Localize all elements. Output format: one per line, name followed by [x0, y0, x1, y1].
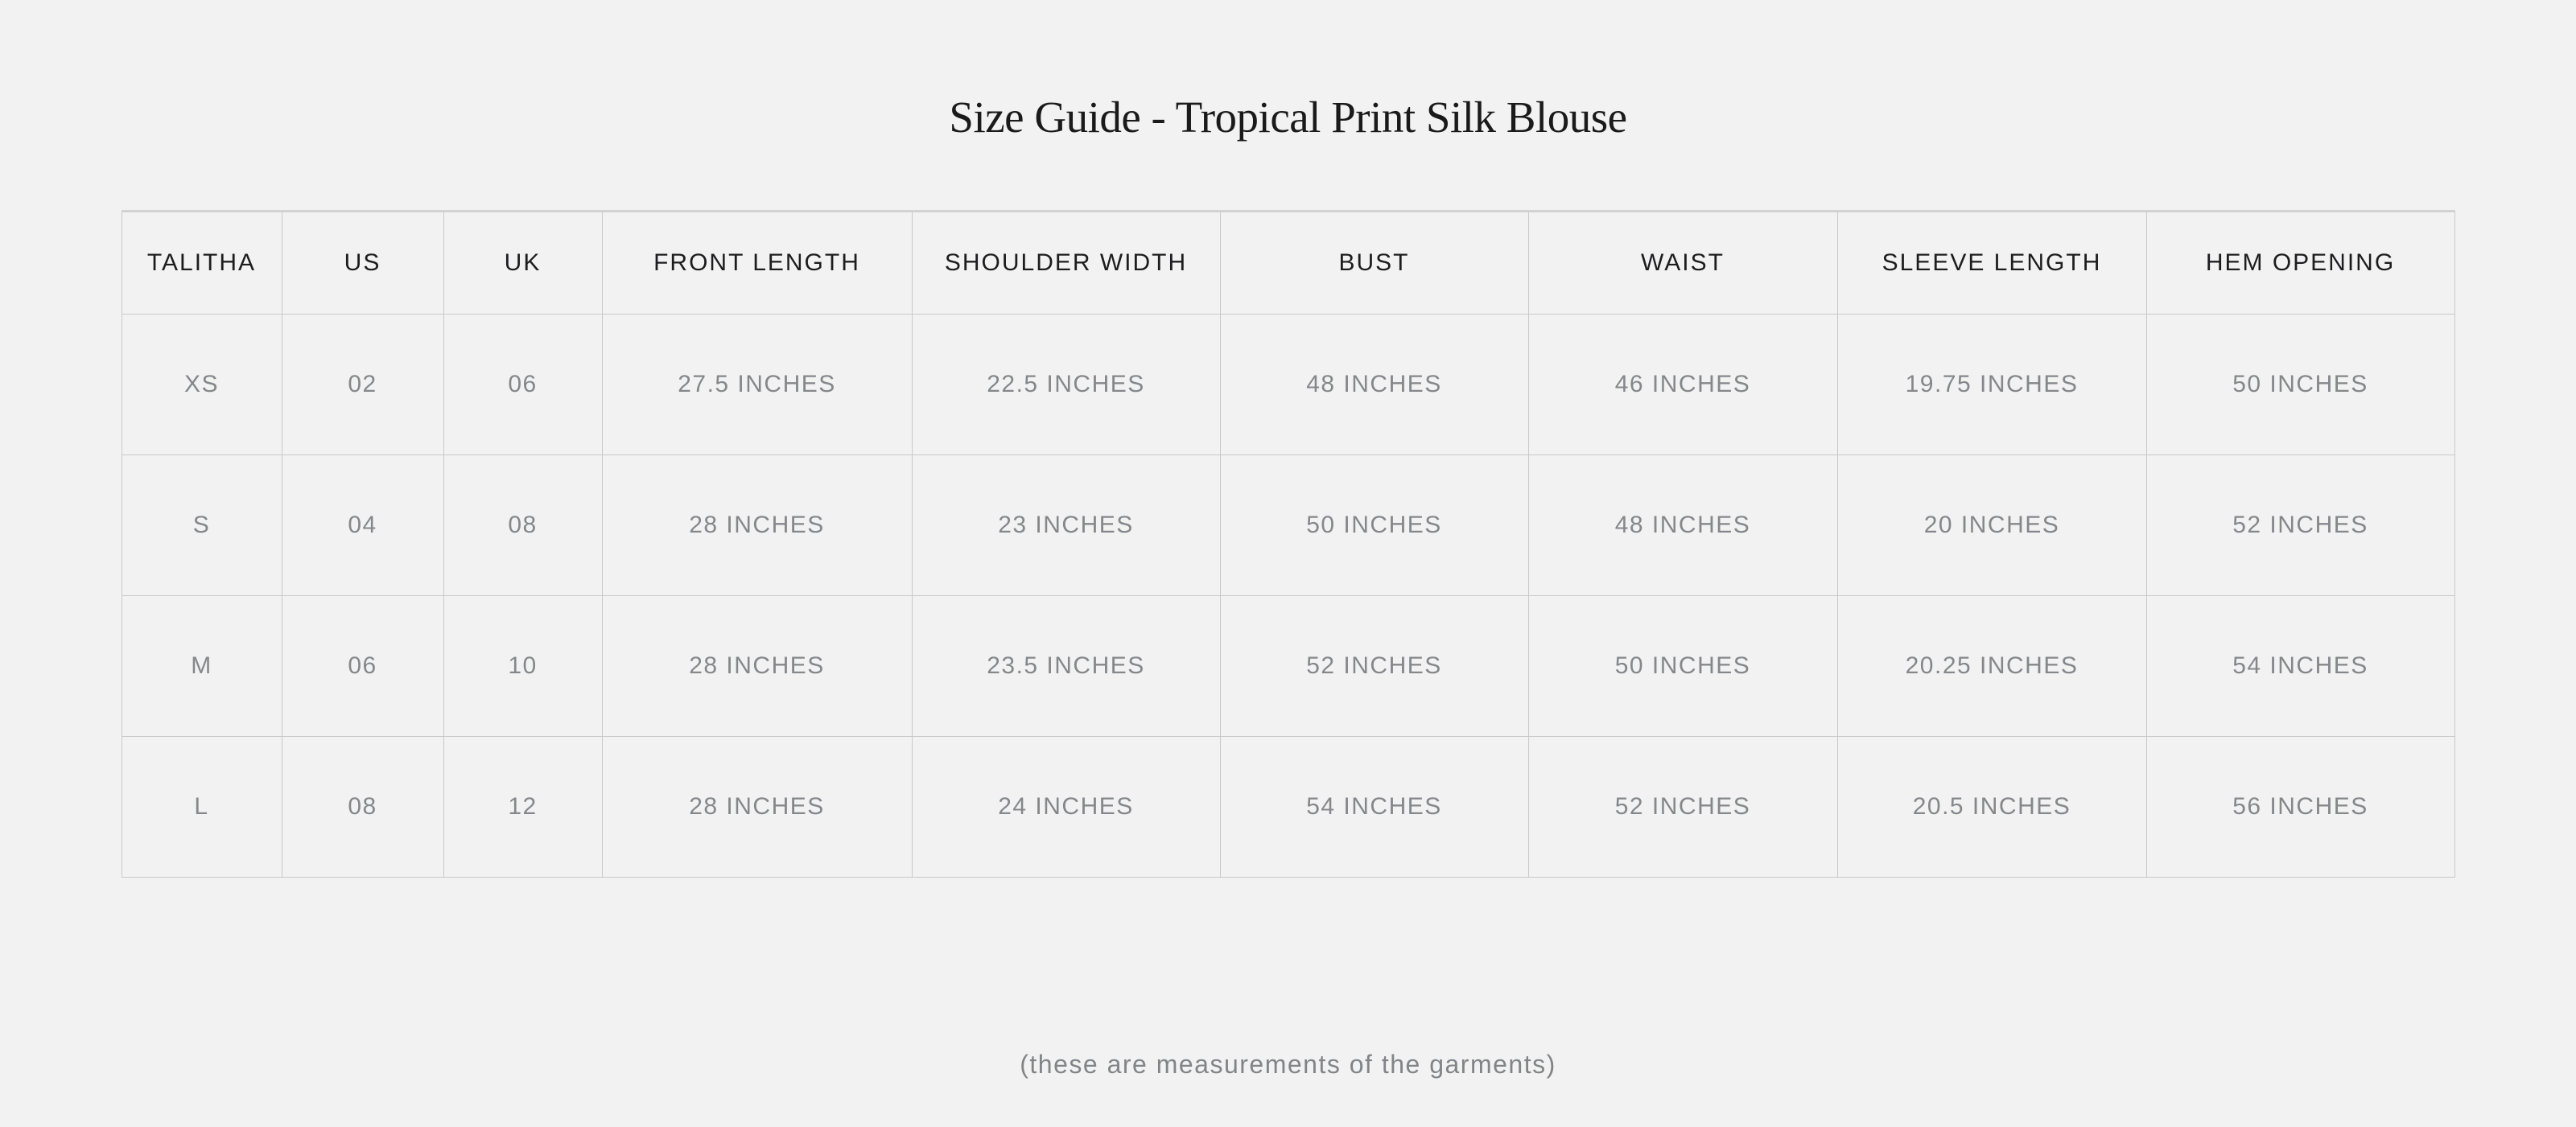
measurement-cell: 23.5 INCHES [911, 595, 1221, 737]
measurement-cell: 23 INCHES [911, 455, 1221, 596]
size-label-cell: S [121, 455, 282, 596]
measurement-cell: 24 INCHES [911, 736, 1221, 878]
measurement-cell: 50 INCHES [1527, 595, 1838, 737]
measurement-cell: 46 INCHES [1527, 314, 1838, 455]
measurement-cell: 54 INCHES [2145, 595, 2455, 737]
measurement-cell: 50 INCHES [1219, 455, 1529, 596]
measurement-cell: 52 INCHES [2145, 455, 2455, 596]
measurement-cell: 28 INCHES [601, 595, 913, 737]
column-header-sleeve-length: SLEEVE LENGTH [1836, 211, 2147, 315]
measurement-cell: 52 INCHES [1219, 595, 1529, 737]
measurement-cell: 28 INCHES [601, 736, 913, 878]
size-label-cell: L [121, 736, 282, 878]
measurement-cell: 22.5 INCHES [911, 314, 1221, 455]
measurement-cell: 20.5 INCHES [1836, 736, 2147, 878]
measurement-cell: 48 INCHES [1219, 314, 1529, 455]
column-header-front-length: FRONT LENGTH [601, 211, 913, 315]
measurement-cell: 06 [443, 314, 603, 455]
measurement-cell: 19.75 INCHES [1836, 314, 2147, 455]
table-header-row: TALITHA US UK FRONT LENGTH SHOULDER WIDT… [121, 211, 2455, 315]
measurement-cell: 28 INCHES [601, 455, 913, 596]
measurement-cell: 10 [443, 595, 603, 737]
table-row-xs: XS 02 06 27.5 INCHES 22.5 INCHES 48 INCH… [121, 314, 2455, 455]
table-row-l: L 08 12 28 INCHES 24 INCHES 54 INCHES 52… [121, 736, 2455, 878]
size-guide-table: TALITHA US UK FRONT LENGTH SHOULDER WIDT… [121, 210, 2455, 878]
size-label-cell: XS [121, 314, 282, 455]
measurement-cell: 04 [281, 455, 444, 596]
column-header-waist: WAIST [1527, 211, 1838, 315]
footnote: (these are measurements of the garments) [1020, 1050, 1556, 1079]
measurement-cell: 08 [281, 736, 444, 878]
size-label-cell: M [121, 595, 282, 737]
column-header-bust: BUST [1219, 211, 1529, 315]
column-header-hem-opening: HEM OPENING [2145, 211, 2455, 315]
measurement-cell: 27.5 INCHES [601, 314, 913, 455]
measurement-cell: 56 INCHES [2145, 736, 2455, 878]
column-header-talitha: TALITHA [121, 211, 282, 315]
measurement-cell: 50 INCHES [2145, 314, 2455, 455]
measurement-cell: 08 [443, 455, 603, 596]
table-row-m: M 06 10 28 INCHES 23.5 INCHES 52 INCHES … [121, 595, 2455, 737]
column-header-shoulder-width: SHOULDER WIDTH [911, 211, 1221, 315]
table-row-s: S 04 08 28 INCHES 23 INCHES 50 INCHES 48… [121, 455, 2455, 596]
measurement-cell: 20.25 INCHES [1836, 595, 2147, 737]
measurement-cell: 54 INCHES [1219, 736, 1529, 878]
measurement-cell: 48 INCHES [1527, 455, 1838, 596]
column-header-us: US [281, 211, 444, 315]
measurement-cell: 12 [443, 736, 603, 878]
measurement-cell: 52 INCHES [1527, 736, 1838, 878]
measurement-cell: 20 INCHES [1836, 455, 2147, 596]
measurement-cell: 06 [281, 595, 444, 737]
page-title: Size Guide - Tropical Print Silk Blouse [949, 93, 1627, 142]
column-header-uk: UK [443, 211, 603, 315]
measurement-cell: 02 [281, 314, 444, 455]
